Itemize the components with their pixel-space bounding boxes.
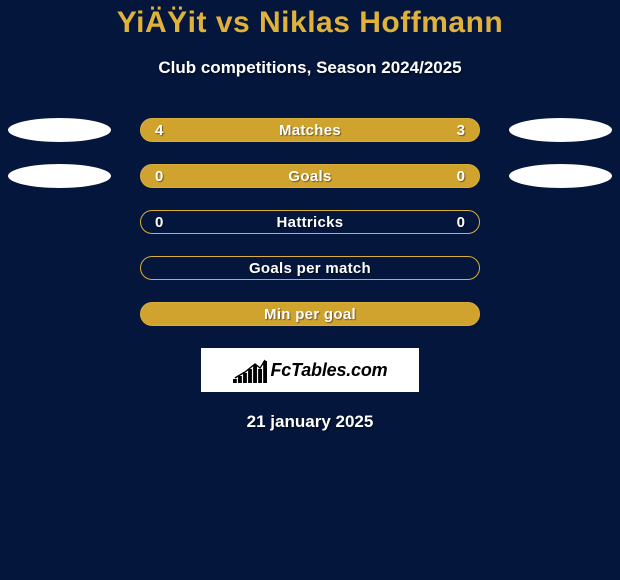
logo: FcTables.com: [233, 357, 388, 383]
right-value: 0: [451, 214, 465, 231]
left-value: 4: [155, 122, 169, 139]
stat-rows: 4Matches30Goals00Hattricks0Goals per mat…: [0, 118, 620, 326]
stat-row: 0Hattricks0: [0, 210, 620, 234]
logo-bars-icon: [233, 357, 267, 383]
stat-bar: Min per goal: [140, 302, 480, 326]
stat-row: Min per goal: [0, 302, 620, 326]
right-value: 0: [451, 168, 465, 185]
stat-label: Goals per match: [169, 260, 451, 277]
right-pill-icon: [509, 164, 612, 188]
stat-label: Hattricks: [169, 214, 451, 231]
stat-label: Min per goal: [169, 306, 451, 323]
stat-bar: Goals per match: [140, 256, 480, 280]
logo-text: FcTables.com: [271, 360, 388, 381]
stat-bar: 0Hattricks0: [140, 210, 480, 234]
page-title: YiÄŸit vs Niklas Hoffmann: [0, 6, 620, 40]
subtitle: Club competitions, Season 2024/2025: [0, 58, 620, 78]
left-pill-icon: [8, 118, 111, 142]
left-value: 0: [155, 168, 169, 185]
right-pill-icon: [509, 118, 612, 142]
left-value: 0: [155, 214, 169, 231]
stat-bar: 4Matches3: [140, 118, 480, 142]
comparison-card: YiÄŸit vs Niklas Hoffmann Club competiti…: [0, 0, 620, 580]
left-pill-icon: [8, 164, 111, 188]
stat-row: 4Matches3: [0, 118, 620, 142]
stat-label: Goals: [169, 168, 451, 185]
date: 21 january 2025: [0, 412, 620, 432]
right-value: 3: [451, 122, 465, 139]
stat-row: 0Goals0: [0, 164, 620, 188]
stat-label: Matches: [169, 122, 451, 139]
stat-bar: 0Goals0: [140, 164, 480, 188]
logo-box: FcTables.com: [201, 348, 419, 392]
stat-row: Goals per match: [0, 256, 620, 280]
